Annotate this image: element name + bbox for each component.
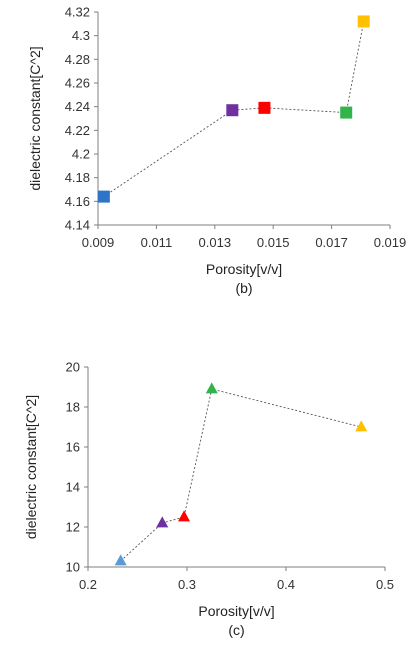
x-axis-title: Porosity[v/v]	[198, 603, 274, 619]
y-axis-title: dielectric constant[C^2]	[23, 395, 39, 539]
y-tick-label: 4.24	[65, 99, 90, 114]
x-tick-label: 0.4	[277, 577, 295, 592]
data-point-triangle	[355, 420, 368, 432]
y-tick-label: 10	[66, 560, 80, 575]
y-tick-label: 20	[66, 360, 80, 375]
y-tick-label: 14	[66, 480, 80, 495]
data-point-square	[97, 190, 110, 203]
y-tick-label: 4.28	[65, 52, 90, 67]
y-tick-label: 4.32	[65, 5, 90, 20]
x-tick-label: 0.009	[82, 235, 115, 250]
x-tick-label: 0.2	[79, 577, 97, 592]
x-tick-label: 0.011	[141, 235, 173, 250]
y-tick-label: 4.14	[65, 218, 90, 233]
y-tick-label: 12	[66, 520, 80, 535]
x-tick-label: 0.017	[315, 235, 348, 250]
data-point-triangle	[205, 382, 218, 394]
panel-label: (c)	[228, 622, 244, 638]
data-point-square	[258, 101, 271, 114]
data-point-triangle	[156, 516, 169, 528]
y-axis-title: dielectric constant[C^2]	[27, 46, 43, 190]
y-tick-label: 4.3	[72, 28, 90, 43]
x-axis-title: Porosity[v/v]	[206, 261, 282, 277]
x-tick-label: 0.019	[374, 235, 407, 250]
data-point-square	[226, 104, 239, 117]
panel-label: (b)	[235, 280, 252, 296]
series-connector-line	[120, 388, 362, 562]
x-tick-label: 0.013	[199, 235, 232, 250]
chart-panel-b: 4.14 4.16 4.18 4.2 4.22 4.24 4.26 4.28 4.3 4.32 0.…	[27, 5, 407, 297]
data-point-triangle	[178, 510, 191, 522]
data-point-square	[357, 15, 370, 28]
x-tick-label: 0.015	[257, 235, 290, 250]
data-point-triangle	[114, 554, 127, 566]
y-tick-label: 4.18	[65, 170, 90, 185]
data-point-square	[340, 106, 353, 119]
y-tick-label: 4.2	[72, 147, 90, 162]
x-tick-label: 0.3	[178, 577, 196, 592]
chart-panel-c: 10 12 14 16 18 20 0.2 0.3 0.4 0.5 Porosity[v/v] die…	[23, 360, 394, 639]
y-tick-label: 4.16	[65, 194, 90, 209]
x-tick-label: 0.5	[376, 577, 394, 592]
y-tick-label: 4.22	[65, 123, 90, 138]
y-tick-label: 18	[66, 400, 80, 415]
y-tick-label: 16	[66, 440, 80, 455]
y-tick-label: 4.26	[65, 76, 90, 91]
